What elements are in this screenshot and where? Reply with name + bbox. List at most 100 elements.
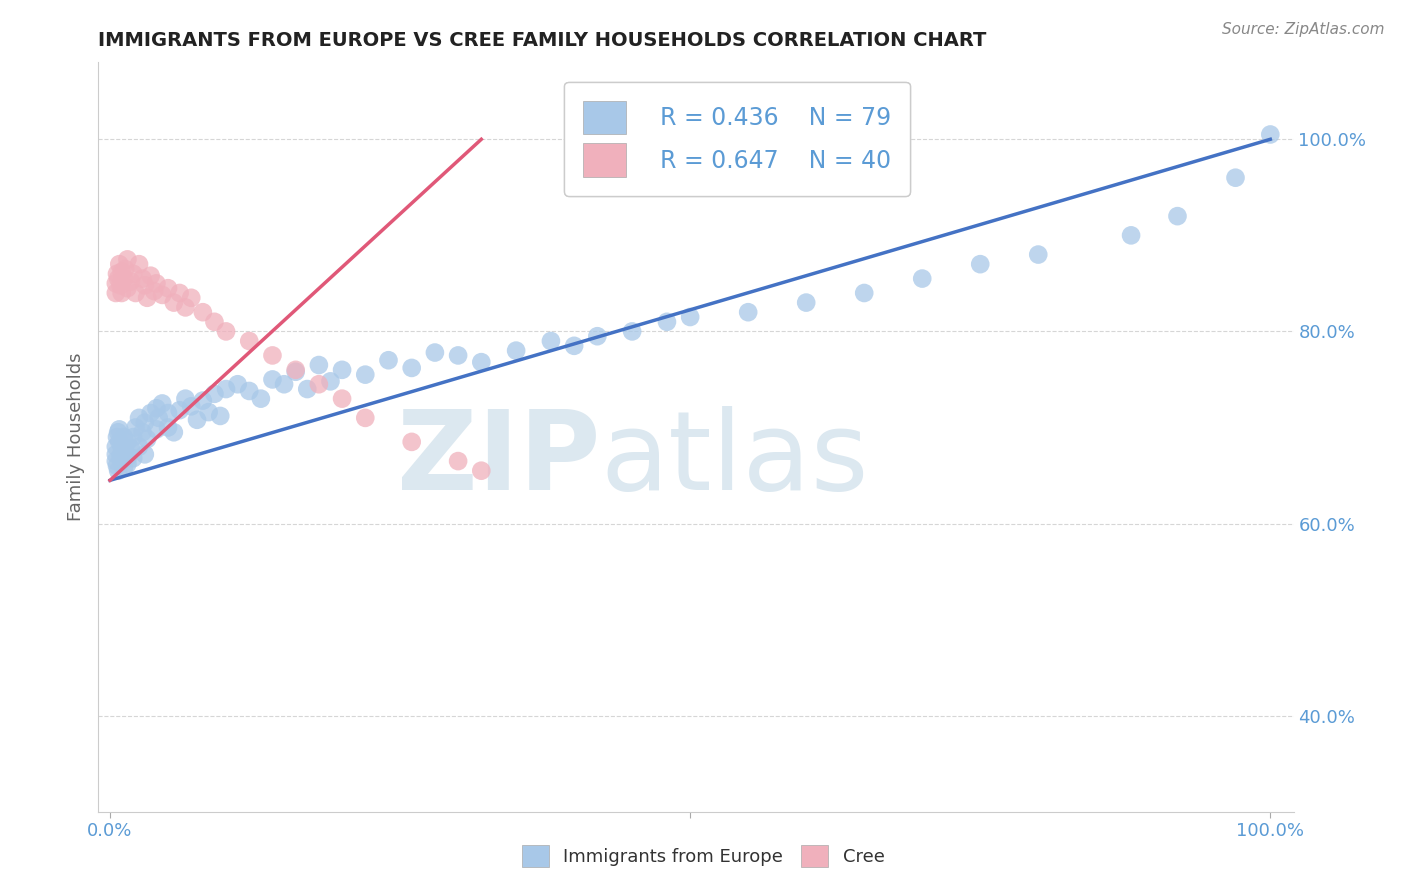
- Point: [209, 409, 232, 423]
- Point: [447, 454, 470, 468]
- Point: [114, 444, 136, 458]
- Point: [377, 353, 399, 368]
- Point: [128, 257, 150, 271]
- Point: [562, 339, 585, 353]
- Point: [131, 425, 153, 440]
- Point: [969, 257, 991, 271]
- Point: [134, 447, 156, 461]
- Point: [117, 450, 139, 464]
- Point: [104, 277, 127, 291]
- Point: [354, 410, 377, 425]
- Point: [679, 310, 702, 324]
- Point: [122, 451, 145, 466]
- Point: [330, 363, 353, 377]
- Point: [447, 348, 470, 362]
- Point: [104, 447, 127, 461]
- Legend:   R = 0.436    N = 79,   R = 0.647    N = 40: R = 0.436 N = 79, R = 0.647 N = 40: [564, 82, 910, 195]
- Point: [226, 377, 249, 392]
- Point: [145, 277, 167, 291]
- Point: [157, 406, 180, 420]
- Point: [215, 325, 238, 339]
- Point: [470, 464, 492, 478]
- Point: [540, 334, 562, 348]
- Point: [108, 434, 131, 449]
- Point: [853, 285, 876, 300]
- Point: [1258, 128, 1281, 142]
- Point: [169, 403, 191, 417]
- Point: [117, 252, 139, 267]
- Point: [150, 396, 173, 410]
- Point: [105, 267, 128, 281]
- Point: [112, 430, 135, 444]
- Point: [204, 315, 226, 329]
- Point: [308, 358, 330, 372]
- Point: [157, 420, 180, 434]
- Point: [128, 440, 150, 454]
- Point: [308, 377, 330, 392]
- Point: [134, 278, 156, 293]
- Point: [134, 416, 156, 430]
- Point: [117, 457, 139, 471]
- Point: [107, 425, 129, 440]
- Legend: Immigrants from Europe, Cree: Immigrants from Europe, Cree: [515, 838, 891, 874]
- Point: [470, 355, 492, 369]
- Point: [111, 440, 134, 454]
- Point: [1166, 209, 1188, 223]
- Point: [108, 257, 131, 271]
- Point: [586, 329, 609, 343]
- Point: [122, 267, 145, 281]
- Point: [124, 285, 146, 300]
- Point: [297, 382, 319, 396]
- Point: [131, 271, 153, 285]
- Point: [124, 420, 146, 434]
- Point: [191, 305, 214, 319]
- Point: [273, 377, 295, 392]
- Point: [423, 345, 446, 359]
- Point: [911, 271, 934, 285]
- Point: [120, 275, 142, 289]
- Point: [169, 285, 191, 300]
- Point: [122, 430, 145, 444]
- Point: [174, 301, 197, 315]
- Point: [262, 348, 284, 362]
- Point: [1225, 170, 1247, 185]
- Point: [180, 291, 202, 305]
- Point: [136, 432, 159, 446]
- Point: [180, 400, 202, 414]
- Point: [186, 413, 208, 427]
- Point: [621, 325, 644, 339]
- Point: [1119, 228, 1142, 243]
- Text: IMMIGRANTS FROM EUROPE VS CREE FAMILY HOUSEHOLDS CORRELATION CHART: IMMIGRANTS FROM EUROPE VS CREE FAMILY HO…: [98, 30, 987, 50]
- Text: atlas: atlas: [600, 406, 869, 513]
- Point: [112, 460, 135, 475]
- Point: [330, 392, 353, 406]
- Point: [238, 384, 260, 398]
- Point: [105, 458, 128, 473]
- Point: [401, 434, 423, 449]
- Point: [112, 271, 135, 285]
- Point: [145, 422, 167, 436]
- Point: [204, 387, 226, 401]
- Point: [148, 410, 170, 425]
- Point: [655, 315, 678, 329]
- Point: [145, 401, 167, 416]
- Point: [108, 422, 131, 436]
- Point: [111, 447, 134, 461]
- Text: Source: ZipAtlas.com: Source: ZipAtlas.com: [1222, 22, 1385, 37]
- Point: [1026, 247, 1049, 261]
- Point: [107, 271, 129, 285]
- Point: [111, 454, 134, 468]
- Point: [262, 372, 284, 386]
- Point: [794, 295, 817, 310]
- Point: [117, 434, 139, 449]
- Point: [139, 406, 162, 420]
- Point: [401, 360, 423, 375]
- Point: [737, 305, 759, 319]
- Point: [143, 284, 166, 298]
- Point: [139, 268, 162, 283]
- Point: [105, 430, 128, 444]
- Point: [128, 410, 150, 425]
- Point: [250, 392, 273, 406]
- Point: [197, 405, 219, 419]
- Point: [157, 281, 180, 295]
